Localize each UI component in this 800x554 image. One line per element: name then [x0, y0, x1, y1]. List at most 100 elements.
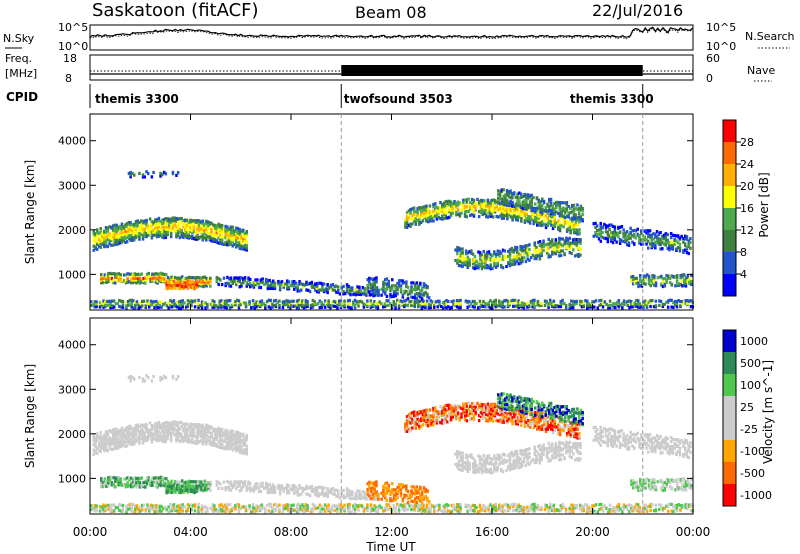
power-cell: [205, 227, 208, 231]
power-cell: [164, 235, 168, 239]
power-cell: [298, 280, 301, 284]
power-cell: [203, 222, 206, 226]
power-cell: [631, 278, 635, 282]
power-cell: [433, 305, 436, 309]
velocity-cell: [168, 427, 171, 432]
power-cell: [498, 299, 501, 303]
power-cell: [565, 203, 569, 207]
power-cell: [150, 232, 154, 236]
velocity-cell: [231, 483, 234, 487]
power-cell: [118, 304, 121, 308]
power-cell: [575, 301, 578, 305]
velocity-cell: [199, 431, 203, 435]
power-cell: [405, 289, 408, 294]
power-cell: [174, 302, 177, 306]
power-cell: [520, 301, 524, 305]
velocity-cell: [228, 503, 232, 507]
power-cell: [432, 205, 435, 209]
power-cell: [498, 301, 501, 305]
power-cell: [494, 254, 498, 258]
velocity-cell: [119, 509, 123, 513]
power-cell: [227, 277, 231, 281]
power-cell: [108, 271, 112, 275]
power-cell: [141, 233, 145, 237]
power-cell: [409, 207, 412, 212]
power-cell: [201, 219, 205, 223]
velocity-cell: [234, 504, 237, 508]
power-cell: [446, 204, 449, 208]
power-cell: [112, 299, 116, 303]
velocity-cell: [141, 434, 145, 438]
power-cell: [119, 299, 123, 303]
power-cell: [459, 306, 462, 310]
velocity-cell: [212, 440, 215, 444]
velocity-cell: [361, 495, 365, 500]
power-cell: [649, 304, 652, 309]
power-cell: [376, 301, 380, 305]
power-cell: [603, 300, 607, 304]
power-cell: [231, 240, 234, 244]
velocity-cell: [229, 480, 233, 484]
velocity-cell: [176, 509, 179, 513]
velocity-cell: [240, 488, 243, 492]
power-cell: [516, 218, 520, 222]
power-cell: [314, 285, 317, 289]
power-cell: [673, 242, 676, 246]
velocity-cell: [240, 440, 243, 444]
power-cell: [526, 305, 529, 309]
power-cell: [504, 198, 507, 202]
power-cell: [518, 204, 521, 208]
power-cell: [371, 282, 375, 286]
power-cell: [178, 227, 182, 231]
power-cell: [130, 298, 133, 302]
velocity-cell: [229, 431, 233, 435]
power-cell: [485, 302, 489, 306]
velocity-cell: [218, 503, 221, 507]
velocity-cell: [117, 483, 121, 487]
power-cell: [206, 302, 209, 307]
velocity-cell: [115, 430, 118, 434]
velocity-cell: [150, 436, 154, 440]
power-cell: [166, 276, 170, 280]
power-cell: [565, 239, 568, 243]
power-cell: [629, 236, 632, 240]
velocity-cell: [185, 422, 189, 426]
velocity-cell: [207, 485, 210, 489]
power-cell: [178, 217, 182, 221]
power-cell: [490, 204, 493, 208]
velocity-cell: [155, 510, 158, 514]
power-cell: [369, 292, 373, 297]
power-cell: [343, 303, 346, 307]
power-cell: [111, 299, 114, 303]
power-cell: [192, 300, 195, 304]
velocity-cell: [178, 440, 182, 444]
power-cell: [484, 253, 487, 257]
power-cell: [528, 194, 532, 198]
power-cell: [181, 280, 184, 284]
power-cell: [399, 299, 402, 303]
power-cell: [599, 225, 602, 229]
power-cell: [473, 267, 477, 271]
power-cell: [341, 303, 344, 308]
power-cell: [631, 282, 635, 286]
power-cell: [658, 299, 661, 303]
power-cell: [270, 281, 273, 285]
power-cell: [666, 233, 669, 237]
velocity-cell: [147, 428, 150, 432]
velocity-cell: [155, 437, 159, 442]
velocity-cell: [101, 481, 105, 485]
power-cell: [653, 274, 656, 278]
velocity-cell: [108, 441, 111, 445]
power-cell: [151, 300, 155, 304]
power-cell: [493, 201, 497, 205]
velocity-cell: [111, 437, 115, 441]
power-cell: [240, 234, 243, 238]
velocity-cell: [99, 434, 102, 438]
power-cell: [220, 242, 224, 246]
velocity-cell: [170, 481, 173, 485]
power-cell: [528, 258, 531, 262]
power-cell: [629, 230, 632, 235]
velocity-cell: [94, 443, 97, 447]
velocity-cell: [220, 508, 223, 512]
power-cell: [509, 208, 513, 212]
